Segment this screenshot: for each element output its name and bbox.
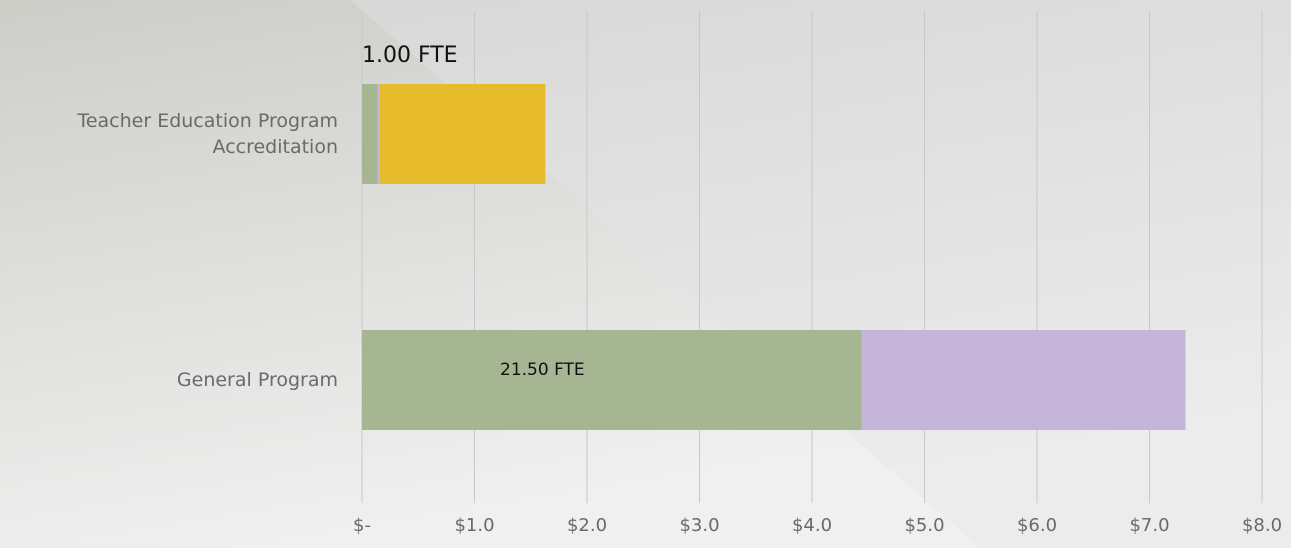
x-tick-label: $4.0 — [792, 515, 832, 536]
y-tick-label: General Program — [176, 369, 338, 391]
x-tick-label: $1.0 — [454, 515, 494, 536]
y-tick-label: Teacher Education Program Accreditation — [77, 110, 338, 158]
bar-segment — [377, 84, 380, 184]
x-tick-label: $2.0 — [567, 515, 607, 536]
x-tick-label: $3.0 — [679, 515, 719, 536]
annotation: 21.50 FTE — [500, 360, 585, 380]
bar-segment — [380, 84, 546, 184]
bar-segment — [362, 84, 378, 184]
x-tick-label: $8.0 — [1242, 515, 1282, 536]
x-tick-label: $6.0 — [1017, 515, 1057, 536]
x-tick-label: $5.0 — [904, 515, 944, 536]
bar-segment — [362, 330, 862, 430]
annotation: 1.00 FTE — [362, 43, 458, 68]
x-tick-label: $7.0 — [1129, 515, 1169, 536]
bar-segment — [861, 330, 1186, 430]
x-tick-label: $- — [353, 515, 371, 536]
